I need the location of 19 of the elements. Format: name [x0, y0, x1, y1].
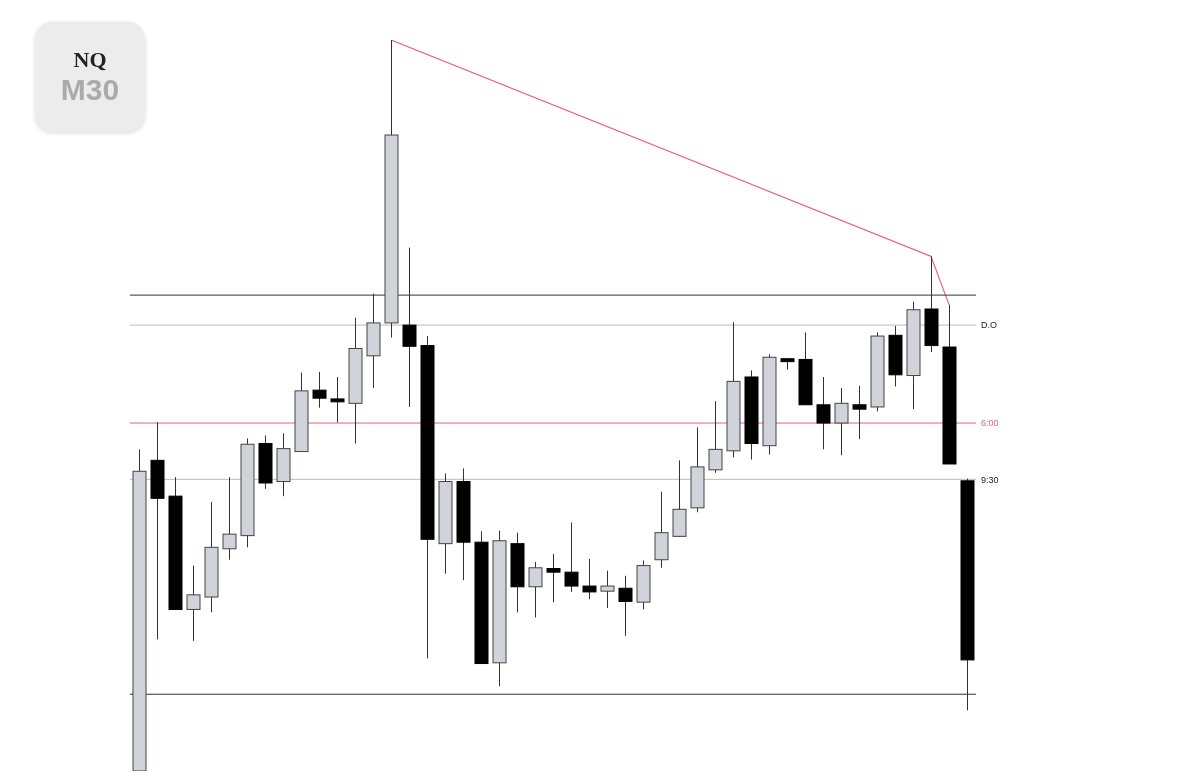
candlestick: [600, 570, 615, 609]
symbol-card: NQ M30: [35, 22, 145, 132]
candlestick: [528, 561, 543, 618]
candlestick: [816, 376, 831, 450]
chart-title: NQ: [73, 47, 107, 73]
candlestick: [222, 476, 237, 561]
candlestick: [564, 521, 579, 593]
ref-line-label: 6:00: [981, 418, 999, 429]
candlestick: [312, 371, 327, 409]
candlestick: [546, 553, 561, 603]
candlestick: [834, 387, 849, 456]
text: 9:30: [981, 474, 999, 485]
candlestick: [330, 376, 345, 423]
candlestick: [852, 385, 867, 440]
candlestick: [186, 565, 201, 642]
candlestick: [618, 575, 633, 637]
candlestick: [582, 558, 597, 600]
candlestick: [708, 400, 723, 474]
ref-line-label: D.O: [981, 320, 998, 331]
